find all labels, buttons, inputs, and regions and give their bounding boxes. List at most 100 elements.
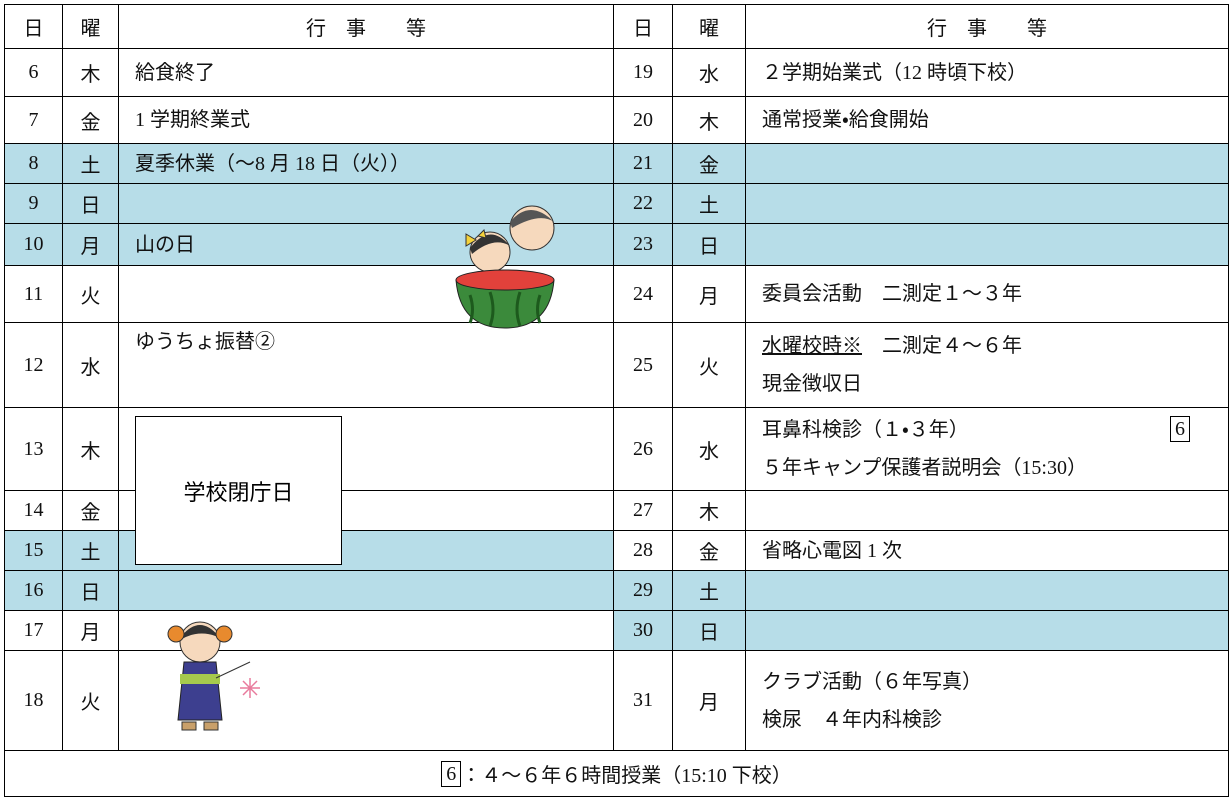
weekday-cell: 木	[62, 48, 119, 97]
weekday-cell: 日	[672, 610, 746, 651]
weekday: 日	[699, 236, 719, 258]
event-text: 1 学期終業式	[135, 109, 250, 131]
event-line: 水曜校時※ 二測定４～６年	[762, 327, 1228, 365]
event-cell: ２学期始業式（12 時頃下校）	[745, 48, 1229, 97]
weekday: 土	[699, 582, 719, 604]
event-text: 省略心電図 1 次	[762, 539, 902, 562]
day-number: 8	[28, 152, 39, 174]
event-text: 給食終了	[135, 61, 215, 84]
weekday: 金	[80, 111, 101, 134]
event-cell	[745, 570, 1229, 611]
event-line: クラブ活動（６年写真）	[762, 663, 1228, 701]
weekday: 土	[699, 195, 719, 217]
weekday-cell: 土	[62, 530, 119, 571]
event-cell: ゆうちょ振替②	[118, 322, 614, 408]
day-number: 7	[28, 108, 39, 131]
weekday-cell: 火	[62, 265, 119, 323]
weekday-cell: 金	[672, 530, 746, 571]
weekday-cell: 月	[62, 223, 119, 266]
day-cell: 25	[613, 322, 673, 408]
event-text-underlined: 水曜校時※	[762, 335, 862, 357]
weekday-cell: 水	[672, 48, 746, 97]
event-text: ２学期始業式（12 時頃下校）	[762, 61, 1027, 84]
header-cell: 曜	[62, 4, 119, 49]
header-cell: 日	[4, 4, 63, 49]
day-cell: 20	[613, 96, 673, 144]
weekday-cell: 月	[672, 265, 746, 323]
footer-badge: 6	[441, 760, 462, 787]
header-text: 行 事 等	[927, 18, 1047, 40]
day-number: 29	[633, 579, 653, 601]
event-line: 省略心電図 1 次	[762, 532, 1228, 570]
day-number: 19	[633, 61, 653, 83]
event-cell: 省略心電図 1 次	[745, 530, 1229, 571]
day-cell: 16	[4, 570, 63, 611]
weekday: 火	[699, 356, 719, 379]
weekday-cell: 水	[672, 407, 746, 491]
event-line: 現金徴収日	[762, 365, 1228, 403]
event-text: クラブ活動（６年写真）	[762, 670, 982, 693]
event-lines: クラブ活動（６年写真） 検尿 ４年内科検診	[762, 663, 1228, 739]
day-number: 12	[23, 353, 44, 376]
header-cell: 日	[613, 4, 673, 49]
header-text: 曜	[80, 18, 101, 40]
weekday: 土	[80, 155, 101, 177]
weekday: 月	[699, 692, 719, 714]
day-cell: 10	[4, 223, 63, 266]
day-number: 11	[23, 282, 44, 305]
weekday: 金	[699, 155, 719, 177]
day-cell: 26	[613, 407, 673, 491]
event-text: 二測定４～６年	[862, 335, 1022, 357]
day-number: 10	[23, 233, 44, 255]
weekday-cell: 金	[62, 96, 119, 144]
day-number: 13	[23, 437, 44, 460]
event-lines: 省略心電図 1 次	[762, 532, 1228, 570]
weekday: 日	[80, 195, 101, 217]
event-text: 耳鼻科検診（１・３年）	[762, 419, 969, 441]
header-text: 行 事 等	[306, 18, 426, 40]
event-lines: 委員会活動 二測定１～３年	[762, 275, 1228, 313]
event-text: ゆうちょ振替②	[135, 331, 275, 353]
weekday-cell: 日	[672, 223, 746, 266]
weekday-cell: 木	[672, 490, 746, 531]
weekday-cell: 土	[672, 183, 746, 224]
day-number: 26	[633, 437, 653, 460]
event-line: 1 学期終業式	[135, 101, 613, 139]
event-cell: 給食終了	[118, 48, 614, 97]
weekday: 金	[699, 542, 719, 564]
event-cell: 通常授業・給食開始	[745, 96, 1229, 144]
weekday: 木	[80, 440, 101, 463]
closed-label: 学校閉庁日	[135, 416, 342, 565]
weekday-cell: 月	[672, 650, 746, 751]
illustration	[455, 205, 555, 329]
day-cell: 27	[613, 490, 673, 531]
event-line: 通常授業・給食開始	[762, 101, 1228, 139]
weekday: 火	[80, 285, 101, 308]
day-number: 15	[23, 539, 44, 561]
day-number: 16	[23, 579, 44, 601]
header-cell: 行 事 等	[118, 4, 614, 49]
event-cell: 委員会活動 二測定１～３年	[745, 265, 1229, 323]
day-cell: 30	[613, 610, 673, 651]
day-cell: 6	[4, 48, 63, 97]
weekday: 月	[80, 236, 101, 258]
event-text: 山の日	[135, 233, 195, 256]
day-number: 31	[633, 689, 653, 711]
footer-cell: 6 ：４～６年６時間授業（15:10 下校）	[4, 750, 1229, 797]
day-number: 21	[633, 152, 653, 174]
day-cell: 22	[613, 183, 673, 224]
day-number: 14	[23, 499, 44, 521]
header-text: 日	[633, 18, 653, 40]
event-lines: 水曜校時※ 二測定４～６年 現金徴収日	[762, 327, 1228, 403]
weekday-cell: 火	[672, 322, 746, 408]
weekday: 木	[699, 111, 719, 134]
weekday-cell: 月	[62, 610, 119, 651]
day-cell: 18	[4, 650, 63, 751]
event-lines: 山の日	[135, 226, 613, 264]
day-cell: 9	[4, 183, 63, 224]
event-lines: ゆうちょ振替②	[135, 323, 613, 361]
event-cell: 耳鼻科検診（１・３年） 6 ５年キャンプ保護者説明会（15:30）	[745, 407, 1229, 491]
day-cell: 21	[613, 143, 673, 184]
event-text: 委員会活動 二測定１～３年	[762, 283, 1022, 305]
